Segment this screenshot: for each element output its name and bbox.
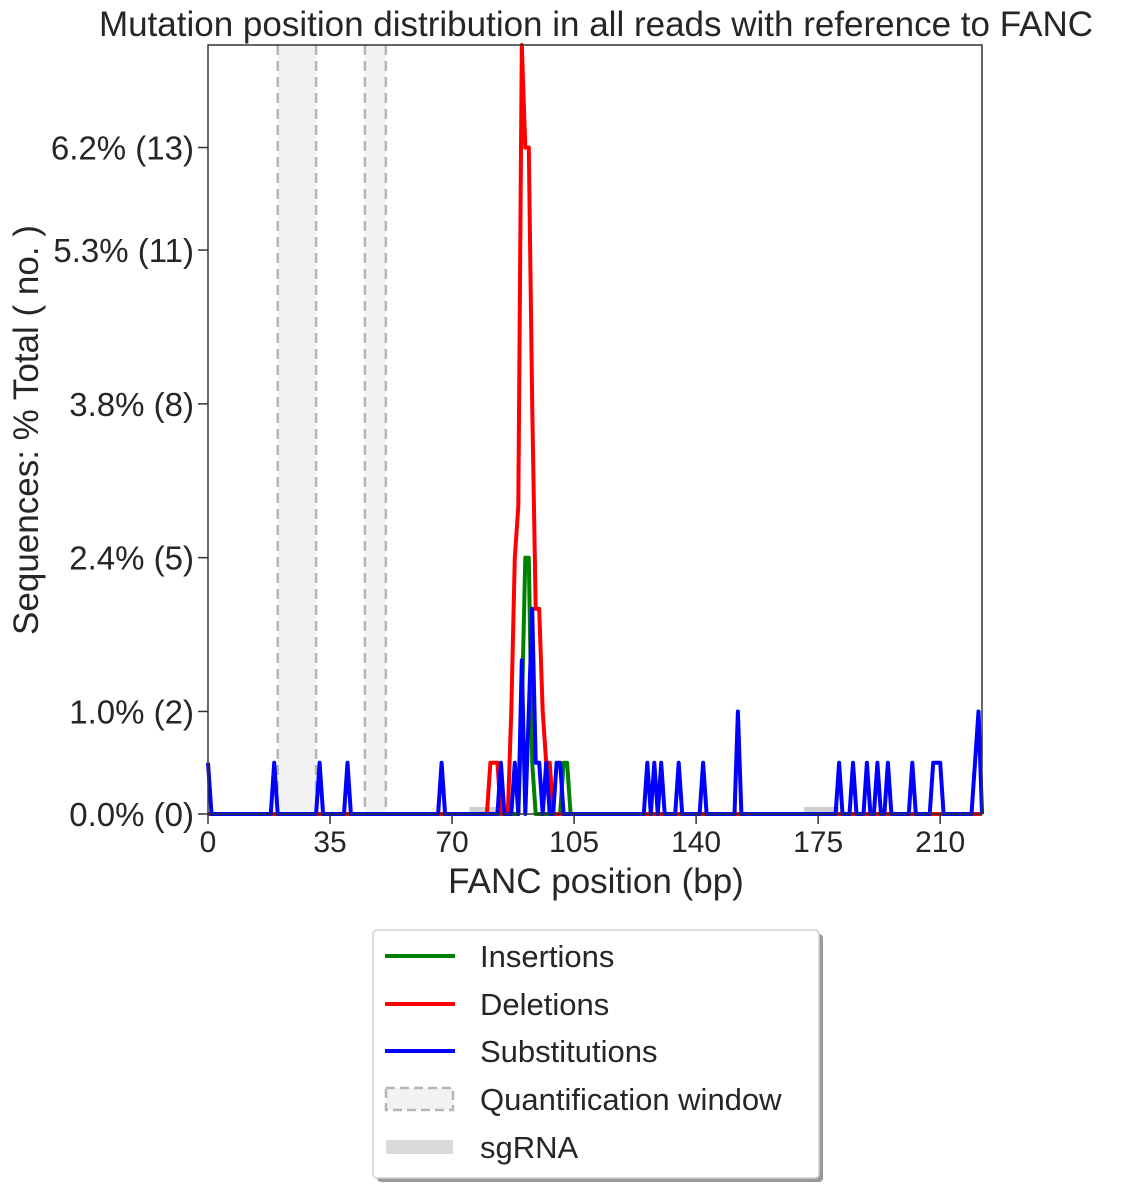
quantification-window-1 (364, 45, 386, 814)
legend: Insertions Deletions Substitutions Quant… (372, 929, 823, 1182)
legend-label-sgrna: sgRNA (480, 1130, 579, 1165)
plot-area (206, 43, 984, 816)
quantification-window-0 (277, 45, 317, 814)
y-tick-label: 3.8% (8) (69, 386, 194, 423)
y-axis-label: Sequences: % Total ( no. ) (7, 225, 46, 635)
x-axis: 0 35 70 105 140 175 210 (200, 814, 965, 859)
x-tick-label: 0 (200, 826, 217, 859)
y-tick-label: 2.4% (5) (69, 540, 194, 577)
y-tick-label: 1.0% (2) (69, 693, 194, 730)
x-tick-label: 70 (435, 826, 468, 859)
y-tick-label: 6.2% (13) (51, 130, 194, 167)
legend-swatch-sgrna (386, 1140, 453, 1154)
x-axis-label: FANC position (bp) (448, 862, 744, 901)
legend-label-substitutions: Substitutions (480, 1034, 658, 1069)
legend-swatch-quantification-window (384, 1086, 455, 1112)
legend-label-insertions: Insertions (480, 939, 614, 974)
series-line-deletions (208, 43, 982, 816)
x-tick-label: 175 (793, 826, 843, 859)
series-line-substitutions (206, 606, 984, 816)
x-tick-label: 105 (549, 826, 599, 859)
legend-frame (372, 929, 820, 1179)
legend-label-deletions: Deletions (480, 987, 609, 1022)
legend-label-quantification-window: Quantification window (480, 1082, 782, 1117)
y-tick-label: 5.3% (11) (53, 232, 194, 269)
x-tick-label: 35 (313, 826, 346, 859)
chart-title: Mutation position distribution in all re… (99, 5, 1093, 44)
sgrna-bar-1 (804, 807, 840, 814)
y-tick-label: 0.0% (0) (69, 796, 194, 833)
x-tick-label: 210 (915, 826, 965, 859)
y-axis: 0.0% (0) 1.0% (2) 2.4% (5) 3.8% (8) 5.3% (11… (51, 130, 208, 833)
x-tick-label: 140 (671, 826, 721, 859)
plot-frame (207, 44, 983, 815)
